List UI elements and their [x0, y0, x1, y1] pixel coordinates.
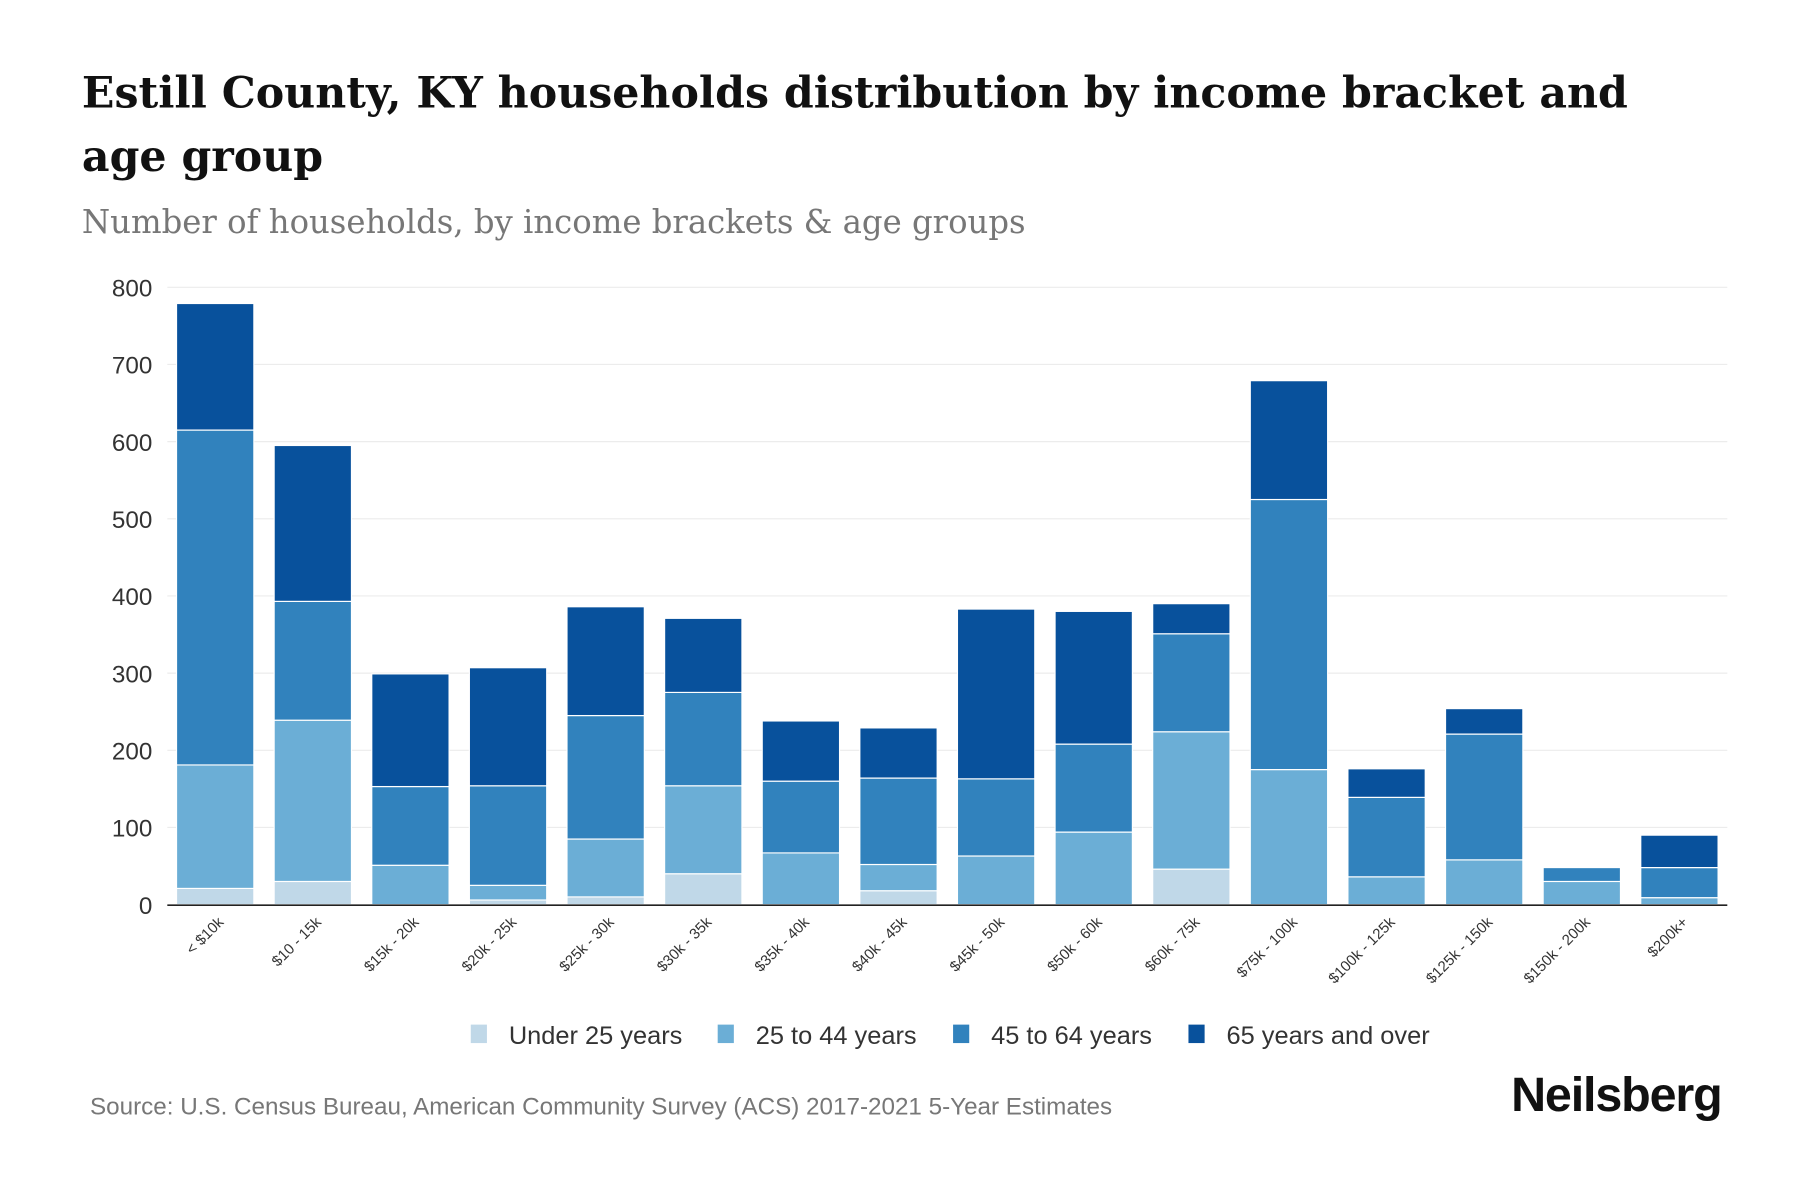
- bar-segment[interactable]: [371, 864, 450, 906]
- x-tick-label: $25k - 30k: [556, 914, 618, 976]
- legend-label: 65 years and over: [1227, 1022, 1431, 1050]
- y-tick-label: 700: [112, 353, 152, 380]
- chart-title-line-2: age group: [82, 132, 323, 182]
- bar-segment[interactable]: [1444, 859, 1524, 906]
- bars: [175, 302, 1719, 906]
- bar-segment[interactable]: [566, 896, 645, 906]
- bar-segment[interactable]: [175, 764, 255, 889]
- bar-segment[interactable]: [468, 899, 548, 906]
- bar-segment[interactable]: [1542, 867, 1622, 883]
- x-tick-label: $150k - 200k: [1521, 914, 1595, 988]
- bar-segment[interactable]: [859, 863, 938, 892]
- x-tick-label: $60k - 75k: [1142, 914, 1204, 976]
- x-tick-label: $50k - 60k: [1044, 914, 1106, 976]
- legend-label: Under 25 years: [509, 1022, 683, 1050]
- bar-segment[interactable]: [761, 780, 841, 854]
- legend: Under 25 years 25 to 44 years 45 to 64 yea…: [470, 1022, 1431, 1050]
- bar-segment[interactable]: [859, 777, 938, 866]
- bar-segment[interactable]: [273, 719, 353, 883]
- bar-segment[interactable]: [175, 887, 255, 906]
- legend-swatch: [717, 1024, 734, 1044]
- y-tick-label: 400: [112, 584, 152, 611]
- x-tick-label: $20k - 25k: [459, 914, 521, 976]
- bar-segment[interactable]: [273, 600, 353, 721]
- bar-segment[interactable]: [761, 720, 841, 782]
- bar-segment[interactable]: [468, 667, 548, 787]
- bar-segment[interactable]: [566, 838, 645, 898]
- bar-segment[interactable]: [859, 727, 938, 779]
- x-tick-label: < $10k: [183, 914, 228, 959]
- bar-segment[interactable]: [371, 673, 450, 788]
- y-tick-label: 200: [112, 739, 152, 766]
- bar-segment[interactable]: [1347, 796, 1426, 878]
- bar-segment[interactable]: [664, 873, 743, 906]
- y-tick-label: 800: [112, 276, 152, 303]
- bar-segment[interactable]: [956, 608, 1036, 780]
- x-tick-label: $10 - 15k: [269, 914, 326, 971]
- bar-segment[interactable]: [566, 606, 645, 717]
- bar-segment[interactable]: [273, 444, 353, 602]
- bar-segment[interactable]: [1152, 633, 1231, 733]
- bar-segment[interactable]: [1152, 868, 1231, 906]
- x-tick-label: $30k - 35k: [654, 914, 716, 976]
- x-tick-label: $40k - 45k: [849, 914, 911, 976]
- chart-title-line-1: Estill County, KY households distributio…: [82, 68, 1628, 118]
- y-tick-label: 100: [112, 816, 152, 843]
- y-tick-label: 0: [139, 893, 152, 920]
- bar-segment[interactable]: [1249, 769, 1329, 906]
- bar-segment[interactable]: [175, 429, 255, 766]
- bar-segment[interactable]: [1347, 876, 1426, 906]
- bar-segment[interactable]: [664, 617, 743, 693]
- x-tick-label: $45k - 50k: [947, 914, 1009, 976]
- x-tick-label: $75k - 100k: [1234, 914, 1302, 982]
- bar-segment[interactable]: [1640, 834, 1719, 869]
- y-tick-label: 300: [112, 661, 152, 688]
- legend-swatch: [953, 1024, 970, 1044]
- y-tick-label: 600: [112, 430, 152, 457]
- bar-segment[interactable]: [664, 785, 743, 875]
- bar-segment[interactable]: [468, 785, 548, 886]
- bar-segment[interactable]: [1152, 603, 1231, 635]
- bar-segment[interactable]: [1542, 880, 1622, 906]
- legend-label: 45 to 64 years: [991, 1022, 1152, 1050]
- x-tick-label: $100k - 125k: [1325, 914, 1399, 988]
- legend-swatch: [1188, 1024, 1205, 1044]
- legend-swatch: [470, 1024, 487, 1044]
- neilsberg-logo: Neilsberg: [1511, 1068, 1721, 1122]
- x-tick-label: $125k - 150k: [1423, 914, 1497, 988]
- bar-segment[interactable]: [761, 852, 841, 906]
- bar-segment[interactable]: [1249, 380, 1329, 501]
- bar-segment[interactable]: [371, 785, 450, 866]
- bar-segment[interactable]: [1444, 708, 1524, 735]
- bar-segment[interactable]: [1054, 831, 1133, 906]
- bar-segment[interactable]: [1444, 733, 1524, 861]
- bar-segment[interactable]: [859, 890, 938, 906]
- bar-segment[interactable]: [566, 714, 645, 840]
- bar-segment[interactable]: [468, 884, 548, 901]
- source-note: Source: U.S. Census Bureau, American Com…: [90, 1094, 1112, 1121]
- bar-segment[interactable]: [1640, 867, 1719, 899]
- chart-subtitle: Number of households, by income brackets…: [82, 203, 1026, 241]
- bar-segment[interactable]: [175, 302, 255, 431]
- bar-segment[interactable]: [956, 855, 1036, 906]
- bar-segment[interactable]: [1347, 768, 1426, 798]
- x-tick-label: $15k - 20k: [361, 914, 423, 976]
- bar-segment[interactable]: [273, 880, 353, 906]
- bar-segment[interactable]: [956, 778, 1036, 857]
- legend-label: 25 to 44 years: [756, 1022, 917, 1050]
- bar-segment[interactable]: [1054, 743, 1133, 833]
- bar-segment[interactable]: [664, 691, 743, 787]
- bar-segment[interactable]: [1640, 897, 1719, 906]
- bar-segment[interactable]: [1054, 610, 1133, 745]
- bar-segment[interactable]: [1249, 498, 1329, 771]
- x-tick-label: $200k+: [1644, 914, 1691, 961]
- x-tick-label: $35k - 40k: [751, 914, 813, 976]
- x-axis: < $10k $10 - 15k $15k - 20k $20k - 25k $25k …: [183, 914, 1692, 988]
- bar-segment[interactable]: [1152, 731, 1231, 870]
- y-axis: 0 100 200 300 400 500 600 700 800: [112, 276, 152, 920]
- y-tick-label: 500: [112, 507, 152, 534]
